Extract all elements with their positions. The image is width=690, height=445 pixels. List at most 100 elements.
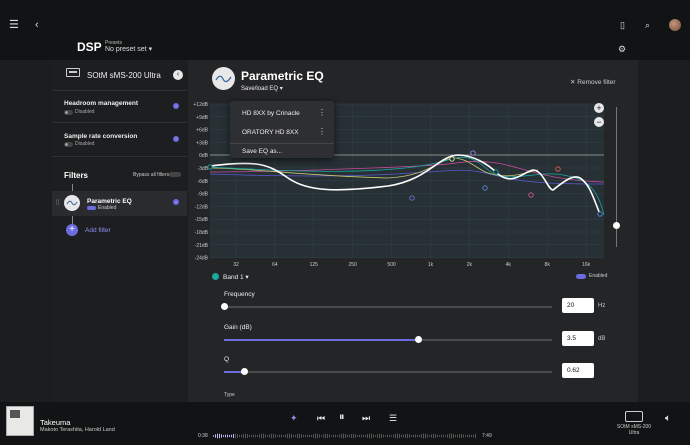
waveform-bar	[339, 434, 340, 438]
band-handles	[207, 150, 603, 217]
headroom-status: Disabled	[75, 109, 95, 115]
band-handle[interactable]	[555, 166, 561, 172]
filter-chevron-icon[interactable]: ›	[173, 199, 179, 205]
frequency-input[interactable]: 20	[562, 298, 594, 313]
waveform-bar	[379, 433, 380, 439]
band-handle[interactable]	[482, 185, 488, 191]
output-device-name[interactable]: SOtM sMS-200 Ultra	[616, 424, 652, 436]
band-handle[interactable]	[493, 169, 499, 175]
add-filter-label[interactable]: Add filter	[85, 227, 111, 234]
more-icon[interactable]: ⋮	[318, 127, 326, 136]
waveform-bar	[273, 433, 274, 439]
q-slider-knob[interactable]	[240, 368, 248, 375]
x-tick-label: 2k	[467, 262, 473, 268]
queue-icon[interactable]: ☰	[389, 413, 398, 423]
output-gain-knob[interactable]	[613, 222, 620, 229]
bookmark-icon[interactable]: ▯	[620, 20, 625, 30]
sample-rate-toggle[interactable]	[64, 142, 73, 147]
previous-icon[interactable]: ⏮	[317, 413, 326, 423]
presets-label: Presets	[105, 40, 122, 46]
back-icon[interactable]: ‹	[35, 19, 39, 31]
eq-graph[interactable]: +12dB +9dB +6dB +3dB 0dB -3dB -6dB -9dB -12dB -15…	[188, 100, 638, 270]
album-art[interactable]	[6, 406, 34, 436]
menu-icon[interactable]: ☰	[9, 19, 19, 31]
gain-input[interactable]: 3.5	[562, 331, 594, 346]
waveform-bar	[441, 434, 442, 438]
filters-title: Filters	[64, 171, 89, 180]
filter-item-parametric-eq[interactable]: ⠿ Parametric EQ Enabled ›	[52, 191, 187, 216]
collapse-sidebar-button[interactable]: ‹	[173, 70, 183, 80]
bypass-toggle[interactable]	[169, 172, 181, 177]
save-load-label: Save/load EQ	[241, 86, 279, 92]
waveform-bar	[317, 433, 318, 439]
zoom-in-button[interactable]: +	[594, 103, 604, 113]
waveform-bar	[217, 433, 218, 439]
waveform-bar	[327, 433, 328, 439]
radio-icon[interactable]: ✦	[290, 413, 298, 423]
band-enabled-toggle[interactable]	[576, 274, 586, 279]
band-handle[interactable]	[470, 150, 476, 156]
search-icon[interactable]: ⌕	[645, 20, 651, 30]
waveform-bar	[335, 434, 336, 438]
q-slider[interactable]	[224, 368, 552, 375]
q-input[interactable]: 0.62	[562, 363, 594, 378]
menu-item-save-as[interactable]: Save EQ as...	[242, 148, 283, 155]
waveform-bar	[423, 433, 424, 439]
waveform-bar	[367, 434, 368, 438]
band-handle[interactable]	[597, 211, 603, 217]
y-tick-label: +3dB	[196, 140, 208, 146]
preset-dropdown[interactable]: No preset set ▾	[105, 45, 152, 53]
waveform-bar	[375, 435, 376, 437]
waveform-bar	[357, 434, 358, 438]
band-handle[interactable]	[207, 164, 213, 170]
more-icon[interactable]: ⋮	[318, 108, 326, 117]
headroom-chevron-icon[interactable]: ›	[173, 103, 179, 109]
menu-item-preset-1[interactable]: HD 8XX by Crinacle	[242, 110, 300, 117]
seek-bar[interactable]	[213, 433, 477, 439]
gain-slider-knob[interactable]	[414, 336, 422, 343]
waveform-bar	[399, 433, 400, 439]
volume-icon[interactable]: 🔈︎	[665, 413, 671, 424]
add-filter-button[interactable]: +	[66, 224, 78, 236]
y-tick-label: -18dB	[195, 230, 209, 236]
gain-slider[interactable]	[224, 336, 552, 343]
pause-icon[interactable]: ⏸	[339, 411, 345, 423]
band-handle[interactable]	[449, 156, 455, 162]
waveform-bar	[321, 435, 322, 437]
waveform-bar	[305, 434, 306, 438]
filter-enabled-toggle[interactable]	[87, 206, 96, 210]
waveform-bar	[233, 433, 234, 439]
settings-icon[interactable]: ⚙	[618, 44, 627, 54]
headroom-toggle[interactable]	[64, 110, 73, 115]
sidebar-item-headroom[interactable]: Headroom management	[64, 100, 139, 107]
frequency-slider-knob[interactable]	[221, 303, 228, 310]
band-handle[interactable]	[528, 192, 534, 198]
frequency-unit: Hz	[598, 303, 606, 309]
x-tick-label: 250	[349, 262, 358, 268]
track-artist[interactable]: Makoto Terashita, Harold Land	[40, 427, 115, 433]
output-device-icon[interactable]	[625, 411, 643, 422]
next-icon[interactable]: ⏭	[362, 413, 371, 423]
top-bar: ☰ ‹ ▯ ⌕ DSP Presets No preset set ▾ ⚙	[0, 0, 690, 60]
remove-filter-button[interactable]: ✕ Remove filter	[570, 78, 616, 86]
x-axis-labels: 32 64 125 250 500 1k 2k 4k 8k 16k	[233, 262, 590, 268]
sample-rate-chevron-icon[interactable]: ›	[173, 136, 179, 142]
band-handle[interactable]	[409, 195, 415, 201]
waveform-bar	[331, 435, 332, 437]
avatar[interactable]	[669, 19, 681, 31]
frequency-slider[interactable]	[221, 303, 552, 310]
waveform-bar	[297, 433, 298, 439]
sidebar-item-sample-rate[interactable]: Sample rate conversion	[64, 133, 138, 140]
zoom-out-button[interactable]: −	[594, 117, 604, 127]
waveform-bar	[213, 435, 214, 437]
drag-handle-icon[interactable]: ⠿	[55, 200, 61, 207]
menu-item-preset-2[interactable]: ORATORY HD 8XX	[242, 129, 299, 136]
track-title[interactable]: Takeuma	[40, 418, 71, 427]
waveform-bar	[355, 434, 356, 438]
waveform-bar	[413, 434, 414, 438]
waveform-bar	[215, 434, 216, 438]
device-icon	[66, 68, 80, 77]
waveform-bar	[237, 433, 238, 439]
output-gain-slider[interactable]	[616, 107, 617, 247]
save-load-eq-button[interactable]: Save/load EQ ▾	[241, 85, 283, 92]
